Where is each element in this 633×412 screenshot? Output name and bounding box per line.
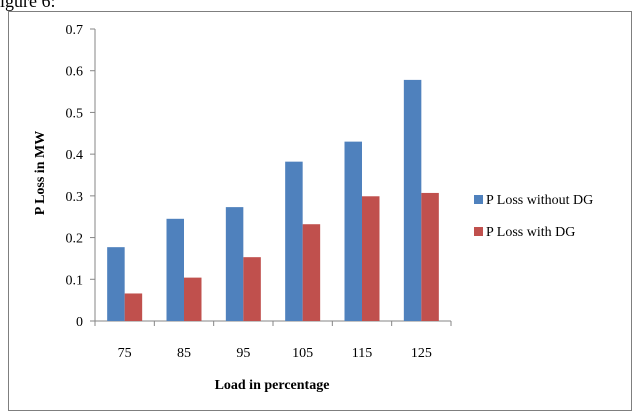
bar-with-dg-125 bbox=[421, 192, 439, 321]
x-tick-label: 95 bbox=[236, 346, 250, 361]
y-tick-label: 0.4 bbox=[66, 148, 84, 163]
bar-with-dg-85 bbox=[184, 277, 202, 321]
y-tick-label: 0 bbox=[76, 315, 83, 330]
bar-without-dg-75 bbox=[107, 247, 125, 321]
chart-frame bbox=[8, 11, 632, 411]
bar-with-dg-95 bbox=[243, 257, 261, 321]
y-tick-label: 0.2 bbox=[66, 232, 84, 247]
bar-without-dg-85 bbox=[166, 218, 184, 321]
y-tick-label: 0.1 bbox=[66, 273, 84, 288]
legend-swatch-without-dg bbox=[474, 195, 483, 204]
legend: P Loss without DG P Loss with DG bbox=[474, 193, 593, 240]
y-tick-label: 0.7 bbox=[66, 23, 84, 38]
y-axis-title: P Loss in MW bbox=[33, 131, 48, 215]
y-tick-label: 0.6 bbox=[66, 65, 84, 80]
bar-without-dg-125 bbox=[403, 79, 422, 322]
y-tick-label: 0.3 bbox=[66, 190, 84, 205]
figure-caption: igure 6: bbox=[0, 0, 56, 11]
x-tick-label: 115 bbox=[352, 346, 372, 361]
legend-label-with-dg: P Loss with DG bbox=[486, 225, 575, 240]
bar-without-dg-105 bbox=[285, 161, 303, 321]
legend-label-without-dg: P Loss without DG bbox=[486, 193, 593, 208]
x-tick-label: 125 bbox=[411, 346, 432, 361]
x-tick-label: 85 bbox=[177, 346, 191, 361]
x-axis-title: Load in percentage bbox=[215, 378, 330, 393]
y-tick-label: 0.5 bbox=[66, 106, 84, 121]
bar-with-dg-105 bbox=[302, 224, 321, 321]
legend-swatch-with-dg bbox=[474, 227, 483, 236]
plot-area: 0 0.1 0.2 0.3 0.4 0.5 0.6 0.7 75 85 95 105 115 125 bbox=[66, 23, 452, 361]
x-tick-label: 75 bbox=[118, 346, 132, 361]
x-tick-label: 105 bbox=[292, 346, 313, 361]
bar-with-dg-115 bbox=[362, 196, 380, 321]
bar-without-dg-115 bbox=[344, 141, 362, 321]
bar-with-dg-75 bbox=[124, 293, 143, 321]
bar-without-dg-95 bbox=[225, 207, 244, 321]
